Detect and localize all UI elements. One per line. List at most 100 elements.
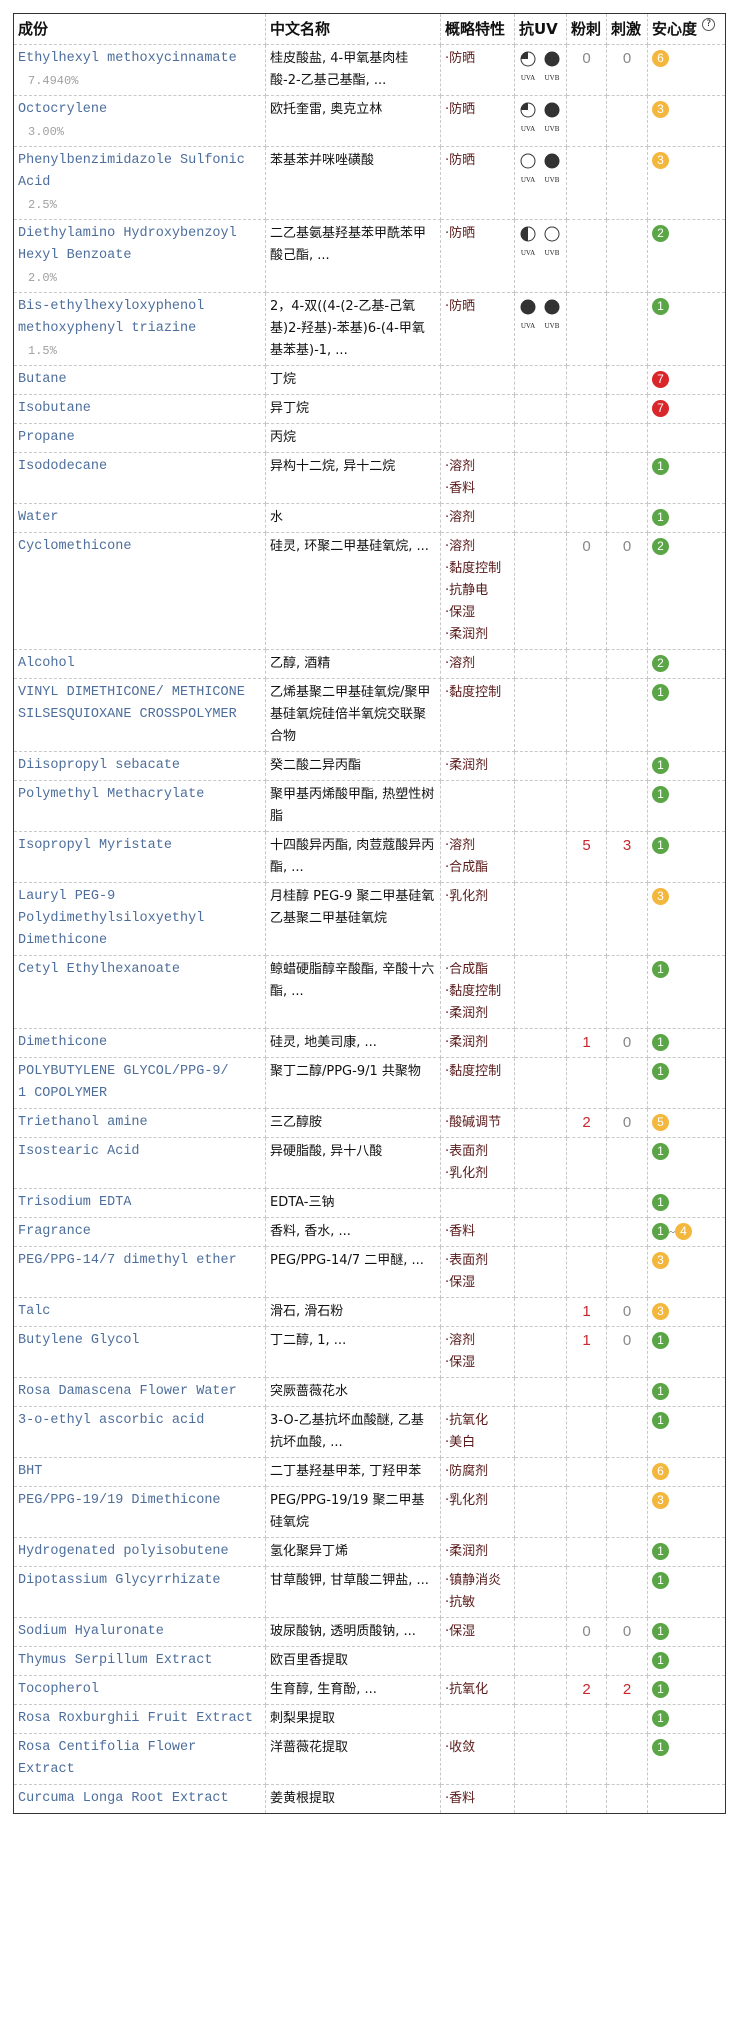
safety-badge-max[interactable]: 4 [674,1222,692,1240]
safety-badge[interactable]: 3 [652,1303,669,1321]
ingredient-name-link[interactable]: Trisodium EDTA [18,1195,132,1210]
ingredient-name-link[interactable]: Propane [18,430,75,445]
safety-badge[interactable]: 3 [652,1492,669,1510]
safety-badge[interactable]: 1 [652,1332,669,1350]
safety-badge[interactable]: 1 [652,683,669,701]
header-properties[interactable]: 概略特性 [440,13,515,45]
property-item[interactable]: ·美白 [445,1435,476,1451]
property-item[interactable]: ·柔润剂 [445,1544,489,1560]
safety-badge[interactable]: 6 [652,1463,669,1481]
header-ingredient[interactable]: 成份 [13,13,266,45]
safety-badge[interactable]: 7 [652,399,669,417]
property-item[interactable]: ·防晒 [445,102,476,117]
ingredient-name-link[interactable]: Diisopropyl sebacate [18,758,181,773]
ingredient-name-link[interactable]: Ethylhexyl methoxycinnamate [18,51,237,66]
safety-badge[interactable]: 1 [652,1383,669,1401]
header-uv[interactable]: 抗UV [514,13,567,45]
safety-badge[interactable]: 2 [652,224,669,242]
safety-badge[interactable]: 5 [652,1113,669,1131]
property-item[interactable]: ·合成酯 [445,962,489,977]
safety-badge[interactable]: 1 [652,508,669,526]
property-item[interactable]: ·黏度控制 [445,984,502,999]
safety-badge[interactable]: 1 [652,1142,669,1160]
ingredient-name-link[interactable]: Butane [18,372,67,387]
safety-badge[interactable]: 1 [652,1543,669,1561]
property-item[interactable]: ·柔润剂 [445,627,489,642]
property-item[interactable]: ·抗氧化 [445,1413,489,1429]
property-item[interactable]: ·保湿 [445,1275,476,1291]
safety-badge[interactable]: 1 [652,1412,669,1430]
property-item[interactable]: ·防晒 [445,226,476,241]
safety-badge[interactable]: 2 [652,537,669,555]
help-icon[interactable]: ? [702,18,716,31]
property-item[interactable]: ·保湿 [445,1624,476,1640]
header-safety[interactable]: 安心度 ? [647,13,726,45]
ingredient-name-link[interactable]: Alcohol [18,656,75,671]
property-item[interactable]: ·抗静电 [445,583,489,598]
property-item[interactable]: ·防晒 [445,153,476,168]
header-irritation[interactable]: 刺激 [606,13,648,45]
ingredient-name-link[interactable]: Rosa Roxburghii Fruit Extract [18,1711,253,1727]
property-item[interactable]: ·抗敏 [445,1595,476,1611]
ingredient-name-link[interactable]: Isododecane [18,459,108,474]
ingredient-name-link[interactable]: Fragrance [18,1224,91,1239]
ingredient-name-link[interactable]: 3-o-ethyl ascorbic acid [18,1413,205,1429]
property-item[interactable]: ·保湿 [445,605,476,620]
ingredient-name-link[interactable]: Thymus Serpillum Extract [18,1653,213,1669]
safety-badge[interactable]: 1 [652,1572,669,1590]
ingredient-name-link[interactable]: VINYL DIMETHICONE/ METHICONE SILSESQUIOX… [18,685,253,722]
ingredient-name-link[interactable]: Triethanol amine [18,1115,148,1130]
ingredient-name-link[interactable]: Talc [18,1304,51,1320]
ingredient-name-link[interactable]: POLYBUTYLENE GLYCOL/PPG-9/ 1 COPOLYMER [18,1064,229,1101]
ingredient-name-link[interactable]: Polymethyl Methacrylate [18,787,205,802]
safety-badge[interactable]: 1 [652,785,669,803]
property-item[interactable]: ·黏度控制 [445,1064,502,1079]
property-item[interactable]: ·香料 [445,1224,476,1239]
safety-badge[interactable]: 1 [652,1652,669,1670]
property-item[interactable]: ·香料 [445,481,476,496]
ingredient-name-link[interactable]: Butylene Glycol [18,1333,140,1349]
ingredient-name-link[interactable]: Curcuma Longa Root Extract [18,1791,229,1807]
property-item[interactable]: ·乳化剂 [445,1493,489,1509]
safety-badge[interactable]: 1 [652,1033,669,1051]
property-item[interactable]: ·溶剂 [445,459,476,474]
property-item[interactable]: ·防腐剂 [445,1464,489,1480]
safety-badge[interactable]: 1 [652,1062,669,1080]
safety-badge[interactable]: 1 [652,1193,669,1211]
safety-badge[interactable]: 3 [652,100,669,118]
ingredient-name-link[interactable]: Isobutane [18,401,91,416]
property-item[interactable]: ·柔润剂 [445,758,489,773]
ingredient-name-link[interactable]: BHT [18,1464,43,1480]
safety-badge[interactable]: 2 [652,654,669,672]
header-cn-name[interactable]: 中文名称 [265,13,441,45]
property-item[interactable]: ·溶剂 [445,838,476,853]
ingredient-name-link[interactable]: Isopropyl Myristate [18,838,172,853]
property-item[interactable]: ·溶剂 [445,510,476,525]
safety-badge[interactable]: 1 [652,1739,669,1757]
safety-badge[interactable]: 1 [652,1681,669,1699]
property-item[interactable]: ·柔润剂 [445,1006,489,1021]
safety-badge[interactable]: 3 [652,1252,669,1270]
property-item[interactable]: ·防晒 [445,299,476,314]
ingredient-name-link[interactable]: Cyclomethicone [18,539,132,554]
header-acne[interactable]: 粉刺 [566,13,607,45]
property-item[interactable]: ·抗氧化 [445,1682,489,1698]
safety-badge[interactable]: 1 [652,297,669,315]
ingredient-name-link[interactable]: Rosa Damascena Flower Water [18,1384,237,1400]
property-item[interactable]: ·酸碱调节 [445,1115,502,1130]
property-item[interactable]: ·表面剂 [445,1253,489,1269]
ingredient-name-link[interactable]: Tocopherol [18,1682,100,1698]
ingredient-name-link[interactable]: Dipotassium Glycyrrhizate [18,1573,221,1589]
safety-badge[interactable]: 1 [652,836,669,854]
safety-badge[interactable]: 3 [652,151,669,169]
ingredient-name-link[interactable]: Phenylbenzimidazole Sulfonic Acid [18,153,253,190]
safety-badge[interactable]: 1 [652,756,669,774]
ingredient-name-link[interactable]: Cetyl Ethylhexanoate [18,962,181,977]
property-item[interactable]: ·溶剂 [445,656,476,671]
safety-badge[interactable]: 1 [652,1623,669,1641]
ingredient-name-link[interactable]: Water [18,510,59,525]
property-item[interactable]: ·溶剂 [445,1333,476,1349]
property-item[interactable]: ·收敛 [445,1740,476,1756]
ingredient-name-link[interactable]: Isostearic Acid [18,1144,140,1159]
property-item[interactable]: ·溶剂 [445,539,476,554]
